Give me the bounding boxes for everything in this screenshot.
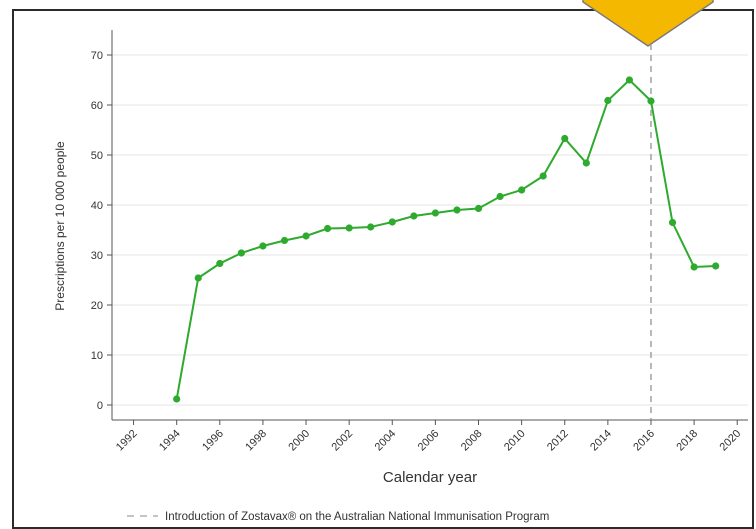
data-points — [173, 76, 720, 403]
x-tick-label: 2008 — [459, 428, 485, 454]
data-point — [410, 212, 418, 220]
data-point — [561, 134, 569, 143]
data-point — [668, 218, 677, 227]
x-tick-label: 1996 — [200, 428, 226, 454]
y-tick-label: 70 — [91, 50, 103, 62]
gridlines — [112, 54, 748, 406]
y-tick-label: 40 — [91, 200, 103, 212]
data-point — [194, 274, 202, 282]
x-tick-label: 2004 — [373, 428, 399, 454]
data-point — [496, 192, 504, 201]
data-point — [302, 232, 310, 240]
data-point — [237, 249, 245, 257]
data-point — [582, 159, 590, 167]
data-point — [216, 259, 224, 268]
series-line — [175, 78, 716, 400]
chart-frame — [12, 9, 754, 529]
x-axis-label: Calendar year — [383, 469, 477, 486]
x-tick-label: 2018 — [674, 428, 700, 454]
x-axis-ticks: 1992 1994 1996 1998 2000 2002 2004 2006 2008 2010… — [114, 420, 743, 453]
data-point — [259, 242, 267, 250]
data-point — [625, 76, 634, 84]
x-tick-label: 2016 — [631, 428, 657, 454]
data-point — [474, 204, 483, 213]
y-tick-label: 60 — [91, 100, 103, 112]
x-tick-label: 2014 — [588, 428, 614, 454]
y-axis-ticks: 0 10 20 30 40 50 60 70 — [91, 50, 112, 412]
data-point — [690, 263, 698, 271]
data-point — [323, 224, 332, 233]
y-axis-label: Prescriptions per 10 000 people — [53, 141, 67, 311]
data-point — [647, 97, 655, 105]
x-tick-label: 1994 — [157, 428, 183, 454]
x-tick-label: 2012 — [545, 428, 571, 454]
data-point — [712, 262, 720, 270]
data-point — [345, 224, 353, 232]
y-tick-label: 30 — [91, 250, 103, 262]
x-tick-label: 1992 — [114, 428, 140, 454]
x-tick-label: 1998 — [243, 428, 269, 454]
orange-badge-icon — [582, 0, 714, 47]
x-tick-label: 2020 — [718, 428, 744, 454]
data-point — [173, 395, 181, 403]
x-tick-label: 2002 — [329, 428, 355, 454]
x-tick-label: 2000 — [286, 428, 312, 454]
data-point — [388, 218, 396, 226]
legend: Introduction of Zostavax® on the Austral… — [127, 511, 549, 523]
x-tick-label: 2006 — [416, 428, 442, 454]
data-point — [367, 223, 375, 231]
y-tick-label: 20 — [91, 300, 103, 312]
data-point — [604, 96, 612, 105]
data-point — [453, 206, 461, 214]
data-point — [280, 236, 289, 245]
legend-label: Introduction of Zostavax® on the Austral… — [165, 511, 549, 523]
y-tick-label: 50 — [91, 150, 103, 162]
data-point — [518, 186, 526, 194]
y-tick-label: 0 — [97, 400, 103, 412]
data-point — [539, 172, 547, 180]
data-point — [431, 209, 439, 217]
y-tick-label: 10 — [91, 350, 103, 362]
x-tick-label: 2010 — [502, 428, 528, 454]
